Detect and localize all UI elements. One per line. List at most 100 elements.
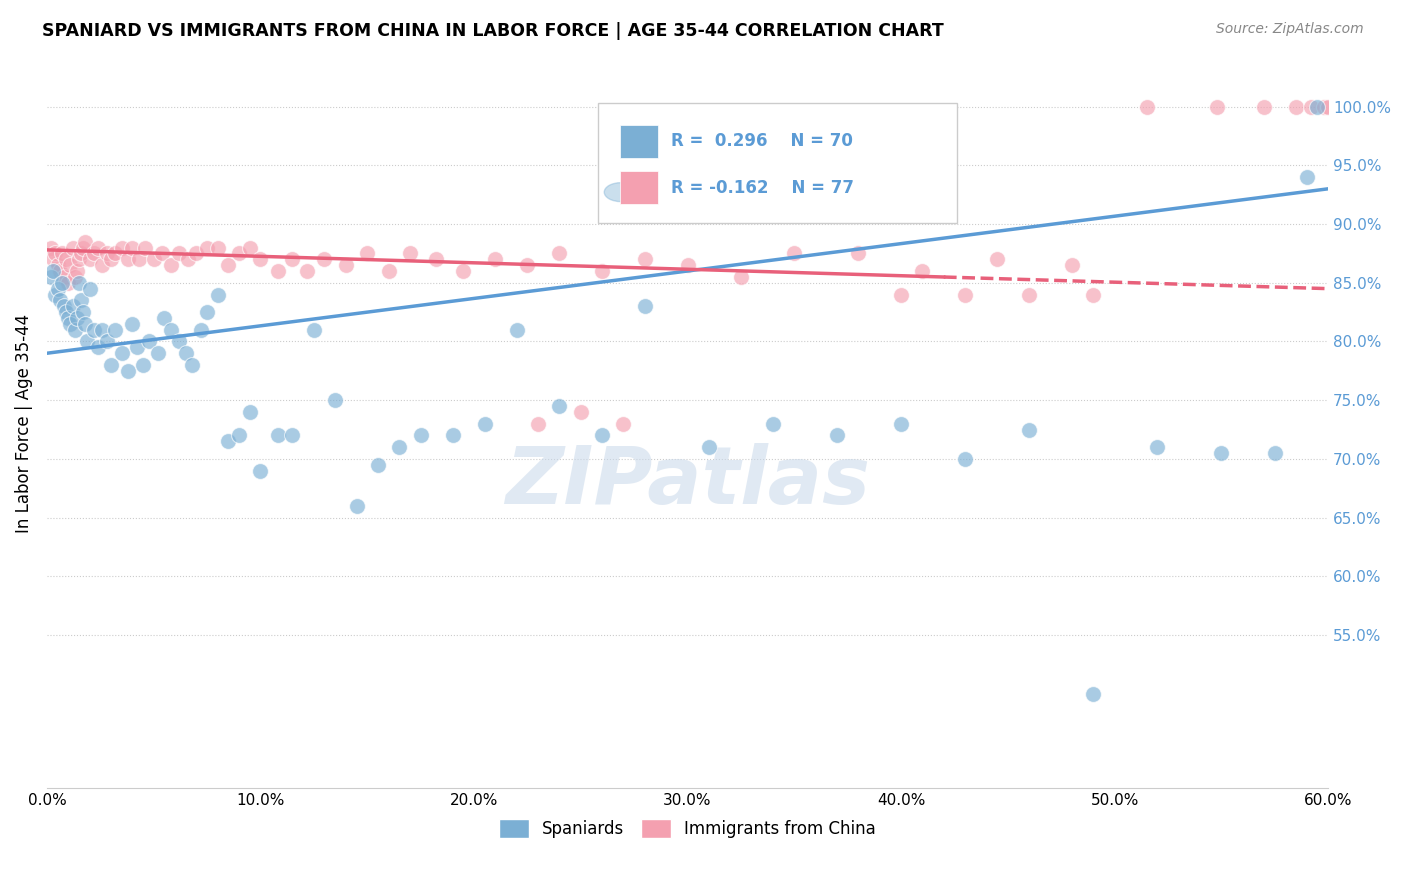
Point bbox=[104, 246, 127, 260]
Text: ZIPatlas: ZIPatlas bbox=[505, 443, 870, 521]
Point bbox=[634, 299, 657, 313]
Point bbox=[356, 246, 378, 260]
Point bbox=[186, 246, 208, 260]
Point bbox=[55, 252, 77, 267]
Point bbox=[1211, 446, 1233, 460]
Point bbox=[1264, 446, 1286, 460]
Point bbox=[890, 417, 912, 431]
Bar bbox=[620, 125, 658, 158]
Point bbox=[1060, 258, 1083, 272]
Point bbox=[1206, 99, 1229, 113]
Point bbox=[425, 252, 447, 267]
Point bbox=[59, 258, 82, 272]
Point bbox=[51, 276, 73, 290]
Point bbox=[207, 241, 229, 255]
Text: Source: ZipAtlas.com: Source: ZipAtlas.com bbox=[1216, 22, 1364, 37]
Point bbox=[128, 252, 150, 267]
Point bbox=[91, 323, 114, 337]
Point bbox=[846, 246, 869, 260]
Point bbox=[66, 264, 89, 278]
Point bbox=[42, 252, 65, 267]
Point bbox=[207, 287, 229, 301]
Point bbox=[190, 323, 212, 337]
Point bbox=[132, 358, 155, 372]
Point bbox=[548, 246, 571, 260]
Point bbox=[87, 241, 110, 255]
Point bbox=[516, 258, 538, 272]
Point bbox=[79, 282, 101, 296]
Point bbox=[783, 246, 806, 260]
Point bbox=[121, 317, 143, 331]
Point bbox=[121, 241, 143, 255]
Point bbox=[52, 299, 75, 313]
Point bbox=[83, 323, 105, 337]
Point bbox=[125, 340, 148, 354]
Point bbox=[62, 241, 84, 255]
Point bbox=[70, 246, 93, 260]
Point bbox=[174, 346, 197, 360]
Point bbox=[58, 311, 80, 326]
Point bbox=[217, 434, 239, 449]
Point bbox=[441, 428, 464, 442]
Point bbox=[62, 299, 84, 313]
Point bbox=[138, 334, 160, 349]
Point bbox=[377, 264, 399, 278]
Point bbox=[146, 346, 169, 360]
Point bbox=[762, 417, 785, 431]
Point bbox=[986, 252, 1008, 267]
Point bbox=[730, 269, 752, 284]
Point bbox=[79, 252, 101, 267]
Point bbox=[39, 269, 62, 284]
Point bbox=[953, 287, 976, 301]
Point bbox=[367, 458, 389, 472]
Point bbox=[66, 311, 89, 326]
Point bbox=[48, 264, 70, 278]
Point bbox=[63, 269, 86, 284]
Point bbox=[505, 323, 527, 337]
Point bbox=[399, 246, 422, 260]
Point bbox=[266, 428, 288, 442]
Legend: Spaniards, Immigrants from China: Spaniards, Immigrants from China bbox=[492, 813, 883, 845]
Point bbox=[1083, 687, 1105, 701]
Point bbox=[911, 264, 934, 278]
Point bbox=[181, 358, 204, 372]
Point bbox=[142, 252, 165, 267]
Point bbox=[1136, 99, 1159, 113]
Point bbox=[612, 417, 634, 431]
Point bbox=[1146, 440, 1168, 454]
Text: R = -0.162    N = 77: R = -0.162 N = 77 bbox=[671, 178, 853, 197]
Point bbox=[159, 258, 181, 272]
Circle shape bbox=[605, 183, 637, 202]
Point bbox=[474, 417, 496, 431]
Point bbox=[100, 358, 122, 372]
Point bbox=[548, 399, 571, 413]
Point bbox=[527, 417, 550, 431]
Point bbox=[1299, 99, 1322, 113]
Point bbox=[314, 252, 336, 267]
Point bbox=[1306, 99, 1329, 113]
Point bbox=[44, 246, 66, 260]
Point bbox=[67, 276, 90, 290]
Point bbox=[281, 252, 304, 267]
Point bbox=[75, 317, 97, 331]
Point bbox=[195, 241, 218, 255]
Point bbox=[111, 346, 134, 360]
Point bbox=[591, 264, 613, 278]
Point bbox=[70, 293, 93, 308]
Point bbox=[83, 246, 105, 260]
Point bbox=[169, 334, 191, 349]
Point bbox=[239, 405, 262, 419]
Point bbox=[117, 252, 139, 267]
Point bbox=[346, 499, 368, 513]
Point bbox=[44, 287, 66, 301]
Point bbox=[48, 293, 70, 308]
Y-axis label: In Labor Force | Age 35-44: In Labor Force | Age 35-44 bbox=[15, 314, 32, 533]
Point bbox=[228, 428, 250, 442]
Point bbox=[39, 241, 62, 255]
Point bbox=[676, 258, 699, 272]
Point bbox=[1317, 99, 1340, 113]
Point bbox=[323, 393, 346, 408]
Point bbox=[1285, 99, 1308, 113]
Point bbox=[591, 428, 613, 442]
Point bbox=[169, 246, 191, 260]
